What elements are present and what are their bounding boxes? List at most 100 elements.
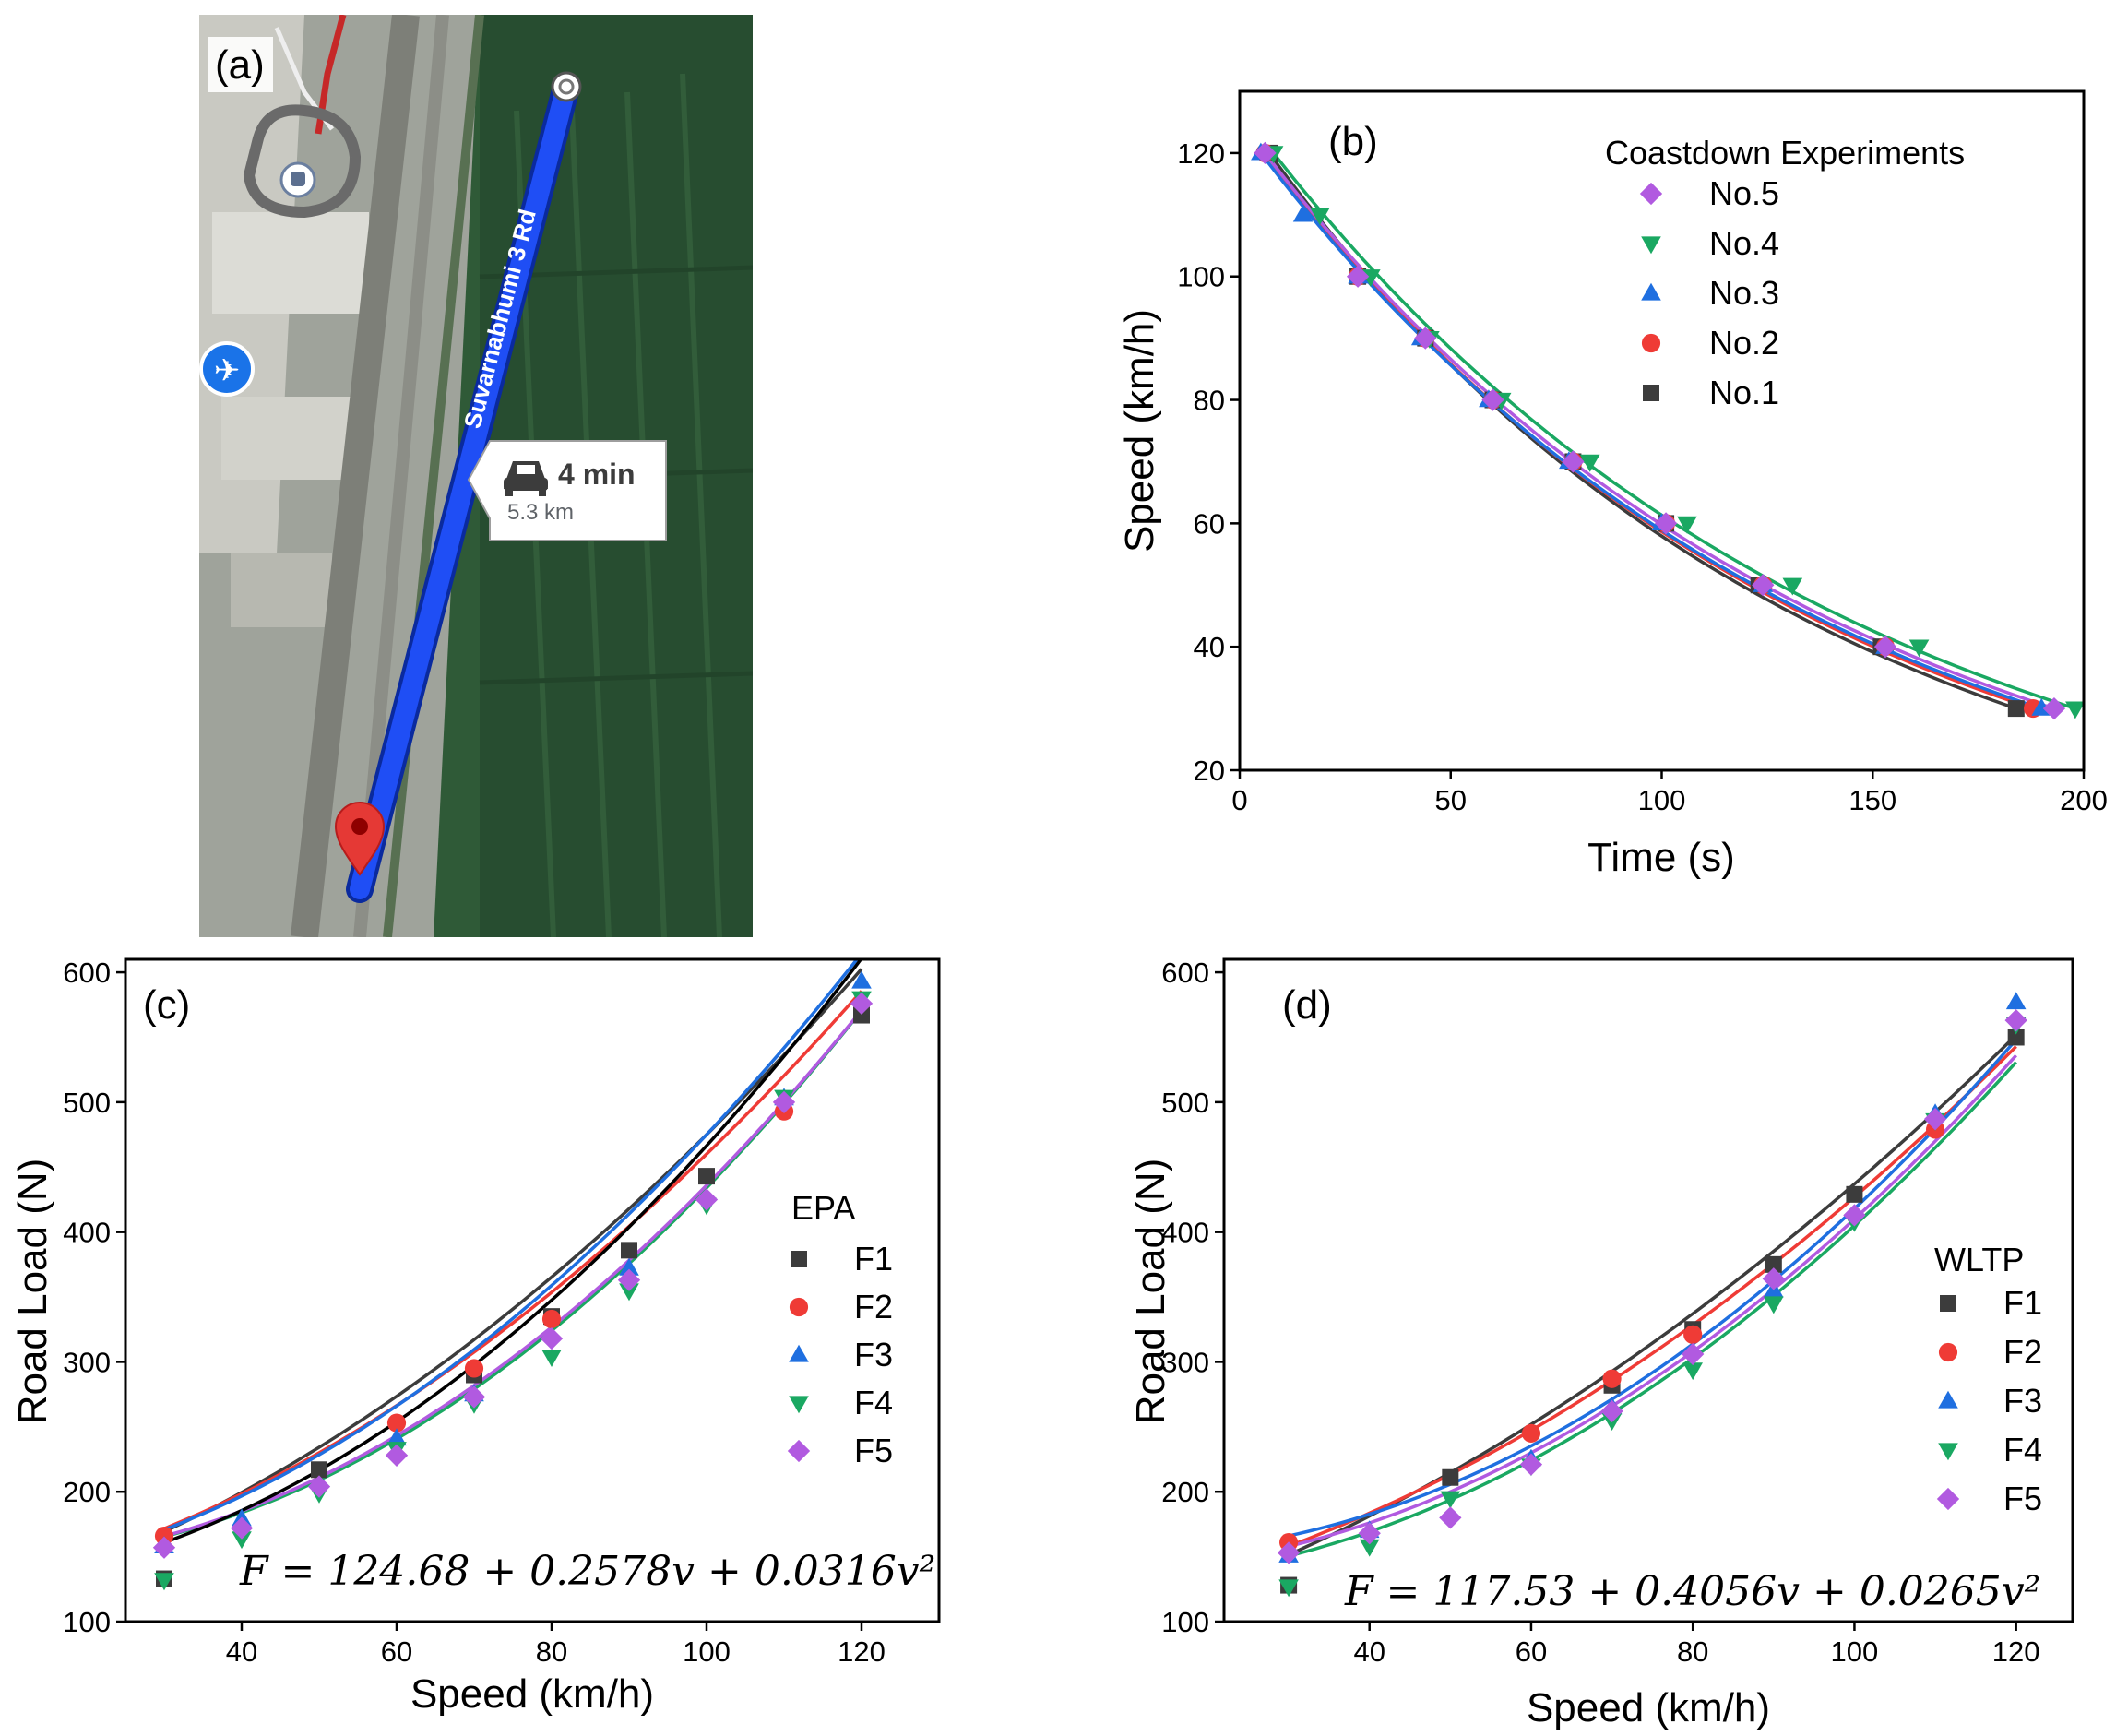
legend-marker-F3 — [789, 1344, 809, 1362]
data-point-No.5 — [1414, 327, 1437, 350]
y-tick-label: 600 — [1161, 957, 1209, 989]
data-point-F5 — [1277, 1541, 1301, 1564]
y-tick-label: 200 — [63, 1476, 111, 1508]
legend-marker-F5 — [1936, 1487, 1960, 1511]
route-start-icon[interactable] — [551, 71, 582, 102]
airplane-icon[interactable]: ✈ — [199, 341, 255, 397]
x-tick-label: 60 — [381, 1635, 412, 1668]
x-tick-label: 60 — [1516, 1635, 1547, 1668]
fit-curve-No.5 — [1264, 151, 2055, 710]
data-point-F4 — [1682, 1362, 1703, 1381]
y-tick-label: 300 — [63, 1346, 111, 1378]
legend-label-No.3: No.3 — [1709, 274, 1779, 312]
data-point-F1 — [1765, 1255, 1782, 1273]
data-point-F5 — [772, 1090, 796, 1114]
y-tick-label: 100 — [1161, 1606, 1209, 1638]
data-point-F1 — [311, 1461, 327, 1479]
data-point-F4 — [1440, 1491, 1461, 1509]
data-point-F2 — [541, 1309, 562, 1329]
data-point-F5 — [1762, 1267, 1785, 1290]
building — [231, 553, 332, 627]
data-point-No.4 — [1310, 208, 1330, 226]
legend-label-F5: F5 — [854, 1432, 893, 1469]
data-point-F2 — [1683, 1325, 1703, 1344]
x-tick-label: 100 — [683, 1635, 731, 1668]
terminal-building — [221, 397, 360, 480]
legend-marker-No.2 — [1641, 333, 1661, 353]
panel-label-a: (a) — [215, 42, 265, 88]
data-point-No.5 — [1562, 450, 1585, 473]
terminal-building — [212, 212, 369, 314]
legend-label-F1: F1 — [854, 1240, 893, 1278]
data-point-No.5 — [2042, 696, 2066, 720]
y-tick-label: 500 — [1161, 1087, 1209, 1119]
x-tick-label: 200 — [2060, 784, 2108, 816]
data-point-F5 — [152, 1536, 176, 1559]
data-point-F2 — [1521, 1423, 1541, 1443]
data-point-No.5 — [1654, 512, 1678, 535]
x-tick-label: 100 — [1831, 1635, 1879, 1668]
station-loop — [243, 104, 362, 219]
data-point-F5 — [1923, 1108, 1947, 1131]
data-point-F5 — [462, 1385, 486, 1409]
legend-label-No.4: No.4 — [1709, 224, 1779, 262]
data-point-No.5 — [1481, 388, 1504, 411]
data-point-F5 — [1358, 1522, 1381, 1545]
data-point-F5 — [850, 992, 874, 1016]
data-point-F3 — [2005, 992, 2027, 1010]
data-point-No.3 — [1292, 204, 1314, 222]
data-point-F5 — [230, 1516, 254, 1540]
data-point-F5 — [2004, 1009, 2027, 1032]
legend-label-F2: F2 — [854, 1288, 893, 1326]
y-tick-label: 40 — [1194, 631, 1225, 663]
y-tick-label: 80 — [1194, 385, 1225, 417]
legend-label-No.5: No.5 — [1709, 174, 1779, 212]
x-tick-label: 40 — [1353, 1635, 1385, 1668]
x-tick-label: 150 — [1849, 784, 1896, 816]
legend-marker-F5 — [787, 1439, 811, 1463]
fit-curve-No.1 — [1267, 151, 2017, 710]
legend-label-F2: F2 — [2003, 1333, 2042, 1371]
y-tick-label: 100 — [1177, 261, 1225, 293]
map-panel: Suvarnabhumi 3 Rd ✈ 4 min 5.3 km (a) — [199, 15, 753, 937]
data-point-F4 — [541, 1350, 562, 1368]
y-tick-label: 200 — [1161, 1476, 1209, 1508]
y-tick-label: 300 — [1161, 1346, 1209, 1378]
x-tick-label: 0 — [1231, 784, 1247, 816]
map-pin-icon[interactable] — [334, 802, 386, 876]
y-tick-label: 600 — [63, 957, 111, 989]
legend-marker-F3 — [1938, 1390, 1958, 1409]
car-icon — [504, 461, 548, 496]
x-axis-title: Time (s) — [1587, 835, 1735, 880]
data-point-F1 — [1442, 1468, 1459, 1486]
train-station-icon[interactable] — [279, 161, 316, 198]
y-axis-title: Road Load (N) — [1128, 1159, 1173, 1425]
fit-equation: F = 124.68 + 0.2578v + 0.0316v² — [239, 1548, 935, 1595]
x-tick-label: 100 — [1638, 784, 1686, 816]
legend-marker-F1 — [791, 1251, 807, 1267]
data-point-No.5 — [1752, 574, 1775, 597]
fit-curve-No.3 — [1259, 151, 2042, 710]
data-point-F5 — [617, 1268, 641, 1291]
panel-label-c: (c) — [143, 982, 190, 1028]
legend-marker-No.5 — [1639, 182, 1663, 206]
y-axis-title: Speed (km/h) — [1117, 309, 1162, 553]
legend-marker-No.4 — [1641, 236, 1661, 255]
data-point-F4 — [1764, 1296, 1784, 1314]
travel-time-callout[interactable]: 4 min 5.3 km — [467, 440, 667, 541]
route-line[interactable] — [350, 77, 577, 899]
data-point-F4 — [1359, 1539, 1380, 1557]
data-point-F5 — [1519, 1453, 1543, 1476]
panel-label-bg — [208, 37, 273, 92]
data-point-No.4 — [1908, 639, 1930, 658]
fit-curve-F2 — [1288, 1045, 2017, 1548]
data-point-F4 — [232, 1531, 252, 1550]
legend-marker-F1 — [1940, 1295, 1956, 1312]
data-point-F1 — [853, 1006, 870, 1024]
data-point-No.5 — [1873, 636, 1897, 659]
data-point-F4 — [619, 1283, 639, 1302]
data-point-F5 — [695, 1188, 719, 1211]
data-point-F5 — [1439, 1506, 1462, 1529]
canal — [383, 15, 484, 937]
